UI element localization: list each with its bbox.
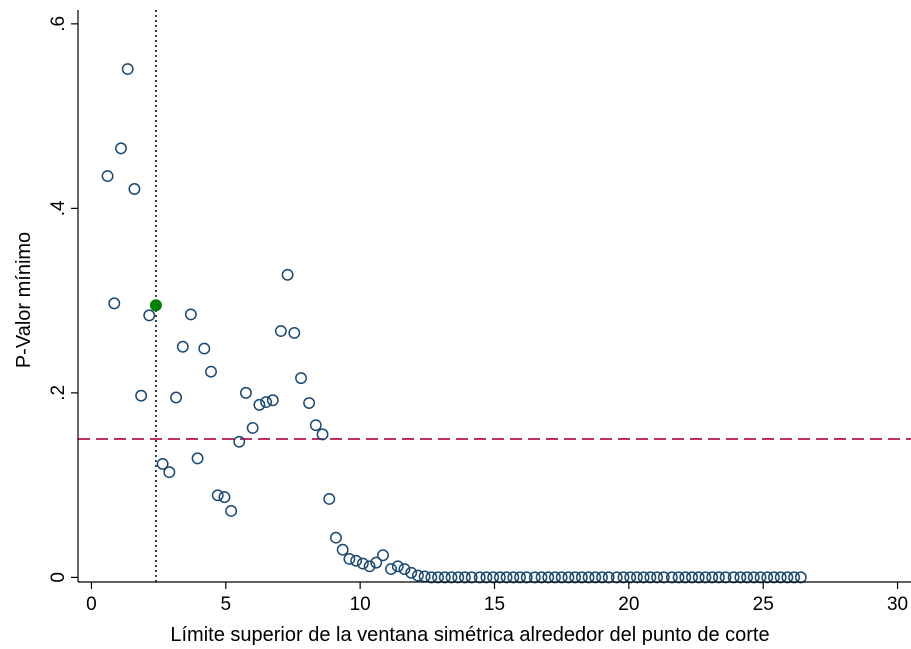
x-tick-label: 30 — [887, 594, 908, 615]
y-tick-label: .6 — [48, 16, 69, 32]
highlight-point-group — [149, 299, 162, 312]
axes: 0 5 10 15 20 25 30 0 .2 .4 .6 — [48, 10, 911, 615]
data-point — [135, 389, 148, 402]
data-point — [377, 549, 389, 562]
data-point — [343, 552, 356, 565]
data-point — [239, 386, 252, 399]
data-point — [191, 452, 204, 465]
data-point — [143, 309, 156, 322]
data-point — [295, 372, 307, 385]
data-points — [101, 63, 807, 584]
highlight-point — [149, 299, 162, 312]
data-point — [363, 560, 376, 573]
data-point — [246, 421, 259, 434]
data-point — [108, 297, 121, 310]
data-point — [330, 531, 342, 544]
data-point — [211, 489, 224, 502]
data-point — [156, 457, 169, 470]
data-point — [163, 466, 176, 479]
data-point — [198, 342, 211, 355]
x-tick-label: 0 — [86, 594, 97, 615]
data-point — [385, 563, 397, 576]
data-point — [176, 340, 189, 353]
data-point — [218, 491, 231, 504]
data-point — [253, 398, 266, 411]
data-point — [184, 308, 197, 321]
data-point — [260, 396, 273, 409]
x-tick-label: 10 — [350, 594, 371, 615]
y-tick-label: 0 — [48, 572, 69, 583]
data-point — [205, 365, 217, 378]
data-point — [411, 569, 424, 582]
data-point — [336, 543, 349, 556]
x-tick-label: 5 — [221, 594, 232, 615]
data-point — [309, 419, 322, 432]
data-point — [281, 268, 294, 281]
data-point — [370, 556, 383, 569]
x-axis-title: Límite superior de la ventana simétrica … — [170, 624, 769, 646]
data-point — [274, 325, 287, 338]
data-point — [350, 554, 363, 567]
x-tick-label: 15 — [484, 594, 505, 615]
data-point — [266, 394, 279, 407]
y-axis-title: P-Valor mínimo — [13, 232, 35, 368]
y-tick-label: .4 — [48, 200, 69, 216]
x-tick-label: 20 — [618, 594, 639, 615]
data-point — [170, 391, 183, 404]
data-point — [101, 170, 114, 183]
data-point — [356, 557, 369, 570]
data-point — [225, 505, 238, 517]
x-tick-label: 25 — [753, 594, 774, 615]
data-point — [405, 566, 418, 579]
data-point — [288, 326, 301, 339]
data-point — [316, 428, 329, 441]
data-point — [323, 493, 336, 505]
data-point — [233, 435, 246, 448]
data-point — [115, 142, 127, 155]
data-point — [121, 63, 134, 75]
data-point — [128, 183, 141, 195]
reference-lines — [78, 10, 911, 582]
data-point — [391, 560, 404, 573]
data-point — [398, 563, 411, 576]
data-point — [303, 397, 316, 409]
y-tick-label: .2 — [48, 385, 69, 401]
